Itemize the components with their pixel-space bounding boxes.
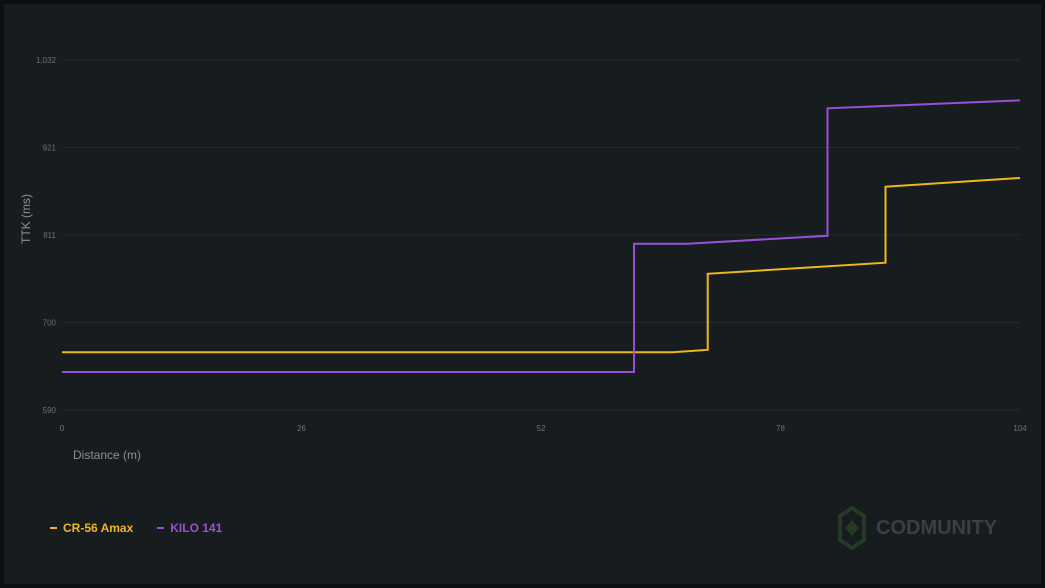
y-tick-label: 1,032 [36, 56, 57, 65]
legend-item-kilo141[interactable]: KILO 141 [157, 521, 222, 535]
legend-item-cr56[interactable]: CR-56 Amax [50, 521, 133, 535]
y-tick-label: 811 [43, 231, 56, 240]
series-line-1 [62, 99, 1021, 373]
y-tick-label: 700 [43, 319, 57, 328]
y-tick-label: 921 [43, 144, 57, 153]
x-tick-label: 26 [297, 424, 306, 433]
codmunity-hexagon-logo-icon [838, 506, 866, 550]
x-tick-label: 78 [776, 424, 785, 433]
x-axis-label: Distance (m) [73, 448, 141, 462]
x-tick-label: 0 [60, 424, 65, 433]
series-line-0 [62, 176, 1021, 354]
x-tick-label: 104 [1013, 424, 1027, 433]
y-tick-label: 590 [43, 406, 57, 415]
x-tick-label: 52 [537, 424, 546, 433]
y-axis-label: TTK (ms) [19, 194, 33, 244]
legend: CR-56 Amax KILO 141 [50, 521, 222, 535]
chart-panel: 1,032 921 811 700 590 0 26 52 78 104 TTK (ms) Dis… [4, 4, 1041, 584]
watermark-logo: CODMUNITY [838, 506, 997, 550]
